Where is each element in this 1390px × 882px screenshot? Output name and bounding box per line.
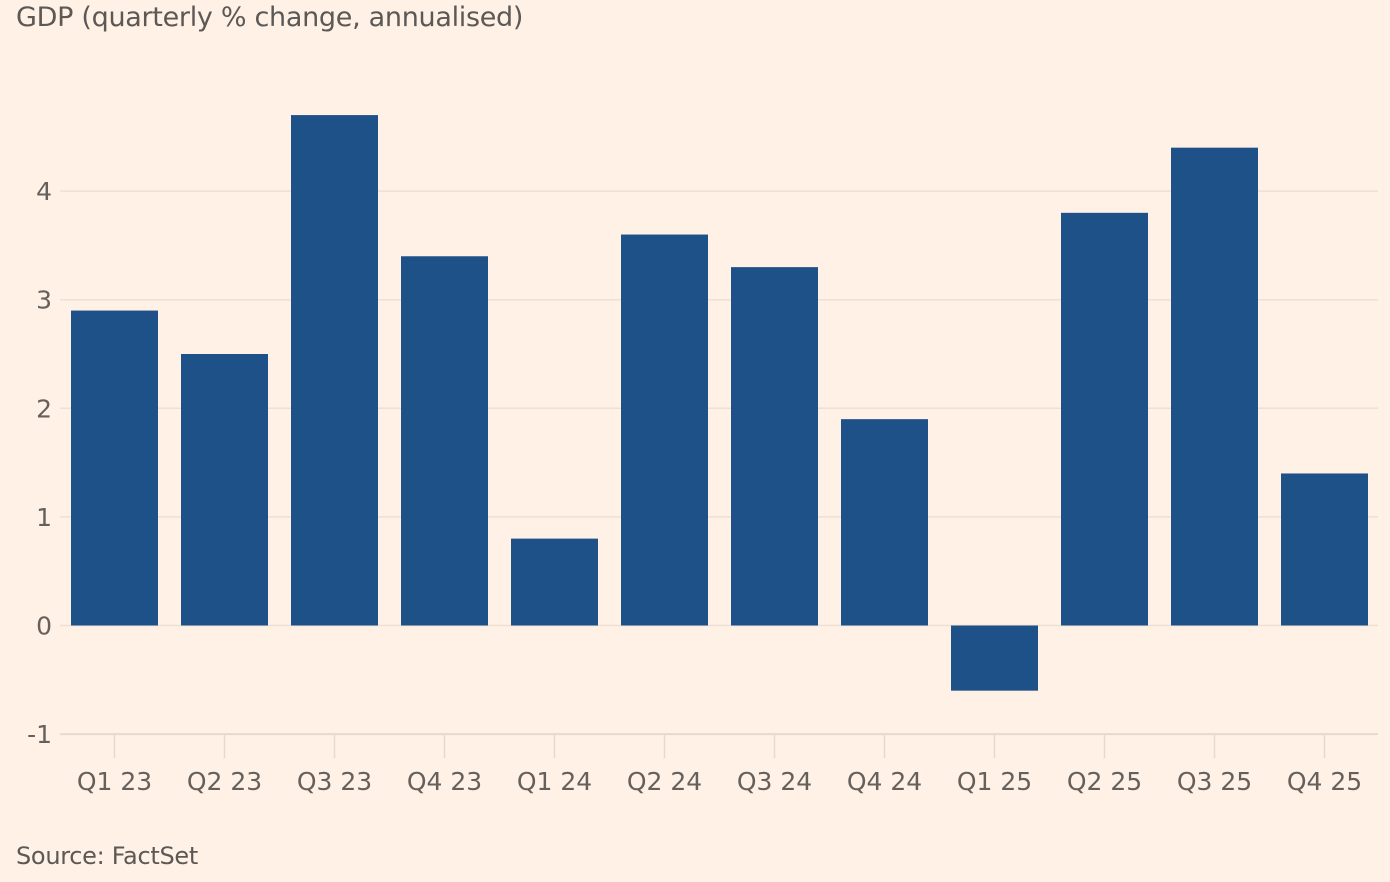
y-tick-label: -1 bbox=[27, 720, 52, 749]
x-tick-label: Q1 24 bbox=[517, 767, 592, 796]
bar-q4-25 bbox=[1281, 473, 1368, 626]
bar-q2-24 bbox=[621, 234, 708, 626]
bars bbox=[71, 115, 1368, 691]
x-tick-label: Q1 23 bbox=[77, 767, 152, 796]
x-tick-label: Q4 24 bbox=[847, 767, 922, 796]
x-axis-ticks: Q1 23 Q2 23 Q3 23 Q4 23 Q1 24 Q2 24 Q3 24 Q4 24… bbox=[77, 734, 1362, 796]
x-tick-label: Q1 25 bbox=[957, 767, 1032, 796]
bar-q1-25 bbox=[951, 625, 1038, 691]
gridlines bbox=[60, 190, 1378, 736]
y-tick-label: 2 bbox=[36, 394, 52, 423]
x-tick-label: Q3 24 bbox=[737, 767, 812, 796]
x-tick-label: Q3 23 bbox=[297, 767, 372, 796]
bar-q1-24 bbox=[511, 538, 598, 626]
y-tick-label: 3 bbox=[36, 286, 52, 315]
bar-q3-24 bbox=[731, 267, 818, 626]
y-tick-label: 4 bbox=[36, 177, 52, 206]
source-note: Source: FactSet bbox=[16, 842, 198, 870]
bar-q4-24 bbox=[841, 419, 928, 626]
x-tick-label: Q2 24 bbox=[627, 767, 702, 796]
y-tick-label: 1 bbox=[36, 503, 52, 532]
bar-q4-23 bbox=[401, 256, 488, 626]
x-tick-label: Q4 23 bbox=[407, 767, 482, 796]
y-axis-ticks: -1 0 1 2 3 4 bbox=[27, 177, 52, 749]
bar-q2-25 bbox=[1061, 212, 1148, 626]
bar-q3-23 bbox=[291, 115, 378, 626]
chart-title: GDP (quarterly % change, annualised) bbox=[16, 2, 524, 33]
y-tick-label: 0 bbox=[36, 612, 52, 641]
bar-q3-25 bbox=[1171, 147, 1258, 626]
bar-q2-23 bbox=[181, 354, 268, 626]
x-tick-label: Q2 25 bbox=[1067, 767, 1142, 796]
x-tick-label: Q3 25 bbox=[1177, 767, 1252, 796]
x-tick-label: Q2 23 bbox=[187, 767, 262, 796]
bar-q1-23 bbox=[71, 310, 158, 626]
x-tick-label: Q4 25 bbox=[1287, 767, 1362, 796]
